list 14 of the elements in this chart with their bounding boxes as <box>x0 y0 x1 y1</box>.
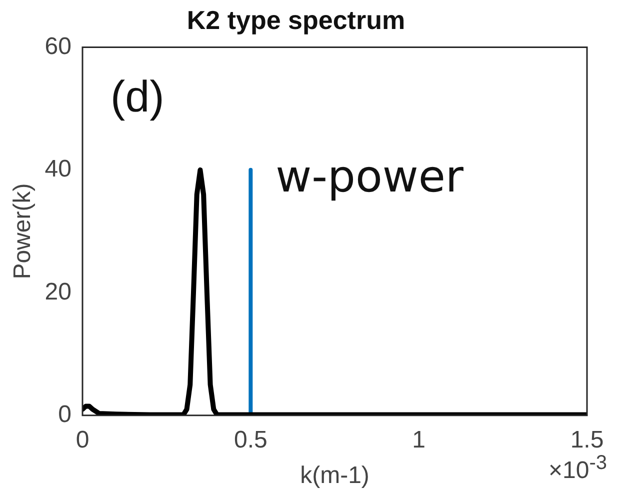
annotation: (d) <box>110 72 164 122</box>
y-tick-label: 60 <box>44 32 72 60</box>
x-tick-label: 1 <box>412 426 426 454</box>
y-tick-label: 40 <box>44 156 72 183</box>
chart-title: K2 type spectrum <box>186 4 406 35</box>
series-label: w-power <box>276 151 464 202</box>
y-tick-label: 0 <box>58 401 72 428</box>
x-tick-label: 0 <box>76 426 90 454</box>
y-tick-label: 20 <box>44 278 72 306</box>
x-tick-label: 0.5 <box>234 426 268 454</box>
y-axis-title: Power(k) <box>9 183 36 280</box>
x-tick-label: 1.5 <box>570 426 604 454</box>
x-axis-title: k(m-1) <box>300 462 370 490</box>
text: ×10$^{-3}$ <box>548 452 607 485</box>
